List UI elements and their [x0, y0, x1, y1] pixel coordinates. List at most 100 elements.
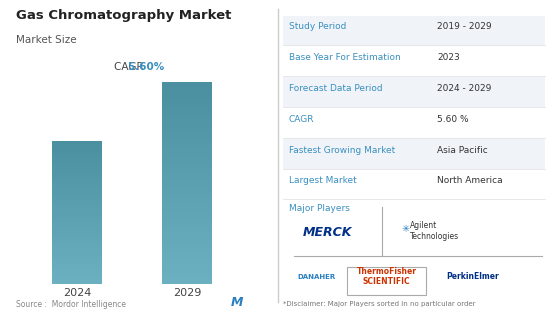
Text: Market Size: Market Size: [16, 35, 77, 45]
Bar: [52, 219, 102, 223]
Bar: [52, 230, 102, 233]
Bar: [52, 140, 102, 144]
Bar: [162, 118, 212, 123]
Bar: [162, 138, 212, 143]
Bar: [52, 187, 102, 191]
Text: 2024 - 2029: 2024 - 2029: [437, 84, 492, 93]
Text: Asia Pacific: Asia Pacific: [437, 146, 488, 155]
Text: Major Players: Major Players: [289, 204, 350, 213]
Bar: [52, 162, 102, 166]
Text: Source :  Mordor Intelligence: Source : Mordor Intelligence: [16, 300, 126, 309]
Bar: [52, 233, 102, 237]
Bar: [162, 113, 212, 118]
Bar: [162, 208, 212, 213]
Bar: [162, 188, 212, 193]
Text: CAGR: CAGR: [289, 115, 314, 124]
Text: MERCK: MERCK: [302, 226, 352, 239]
Text: CAGR: CAGR: [114, 62, 150, 72]
Text: *Disclaimer: Major Players sorted in no particular order: *Disclaimer: Major Players sorted in no …: [283, 301, 476, 307]
Bar: [162, 83, 212, 88]
Bar: [162, 263, 212, 268]
Bar: [162, 258, 212, 263]
Bar: [52, 151, 102, 155]
Text: ThermoFisher
SCIENTIFIC: ThermoFisher SCIENTIFIC: [356, 267, 417, 286]
Bar: [162, 128, 212, 133]
Text: Gas Chromatography Market: Gas Chromatography Market: [16, 9, 232, 22]
Bar: [162, 238, 212, 243]
Bar: [52, 226, 102, 230]
Text: Fastest Growing Market: Fastest Growing Market: [289, 146, 395, 155]
Bar: [162, 88, 212, 93]
Bar: [52, 280, 102, 284]
Bar: [162, 98, 212, 103]
Bar: [162, 183, 212, 188]
Bar: [162, 233, 212, 238]
Bar: [52, 209, 102, 212]
Bar: [52, 259, 102, 262]
Bar: [162, 213, 212, 218]
Text: 5.60 %: 5.60 %: [437, 115, 469, 124]
Bar: [52, 198, 102, 201]
Bar: [162, 218, 212, 223]
Bar: [52, 223, 102, 226]
Bar: [162, 193, 212, 198]
Bar: [162, 103, 212, 108]
Bar: [52, 262, 102, 266]
Bar: [162, 243, 212, 248]
Text: 2023: 2023: [437, 53, 460, 62]
Bar: [162, 143, 212, 148]
Bar: [52, 215, 102, 219]
Bar: [52, 183, 102, 187]
Bar: [162, 163, 212, 168]
Bar: [162, 248, 212, 253]
Bar: [52, 180, 102, 183]
Bar: [52, 201, 102, 205]
Bar: [162, 123, 212, 128]
Text: 5.60%: 5.60%: [100, 62, 164, 72]
Bar: [162, 203, 212, 208]
Bar: [52, 158, 102, 162]
Bar: [162, 173, 212, 178]
Text: 2019 - 2029: 2019 - 2029: [437, 22, 492, 31]
Bar: [52, 266, 102, 269]
Text: M: M: [231, 296, 244, 309]
Bar: [52, 237, 102, 241]
Bar: [52, 248, 102, 251]
Bar: [52, 148, 102, 151]
Bar: [162, 223, 212, 228]
Bar: [52, 269, 102, 273]
Bar: [162, 228, 212, 233]
Bar: [162, 198, 212, 203]
Text: Base Year For Estimation: Base Year For Estimation: [289, 53, 400, 62]
Bar: [52, 255, 102, 259]
Text: Study Period: Study Period: [289, 22, 346, 31]
Bar: [52, 273, 102, 276]
Bar: [162, 273, 212, 278]
Bar: [162, 158, 212, 163]
Text: North America: North America: [437, 176, 503, 186]
Bar: [52, 251, 102, 255]
Bar: [52, 176, 102, 180]
Bar: [52, 212, 102, 215]
Bar: [162, 108, 212, 113]
Bar: [52, 244, 102, 248]
Bar: [52, 169, 102, 173]
Bar: [162, 153, 212, 158]
Bar: [162, 253, 212, 258]
Bar: [52, 194, 102, 198]
Bar: [162, 148, 212, 153]
Bar: [52, 173, 102, 176]
Text: DANAHER: DANAHER: [297, 273, 336, 280]
Bar: [52, 144, 102, 148]
Bar: [52, 276, 102, 280]
Text: Agilent
Technologies: Agilent Technologies: [410, 221, 459, 241]
Text: ✳: ✳: [402, 224, 410, 234]
Bar: [162, 268, 212, 273]
Bar: [52, 166, 102, 169]
Bar: [52, 155, 102, 158]
Bar: [162, 168, 212, 173]
Bar: [162, 93, 212, 98]
Bar: [162, 133, 212, 138]
Text: Largest Market: Largest Market: [289, 176, 356, 186]
Bar: [162, 278, 212, 284]
